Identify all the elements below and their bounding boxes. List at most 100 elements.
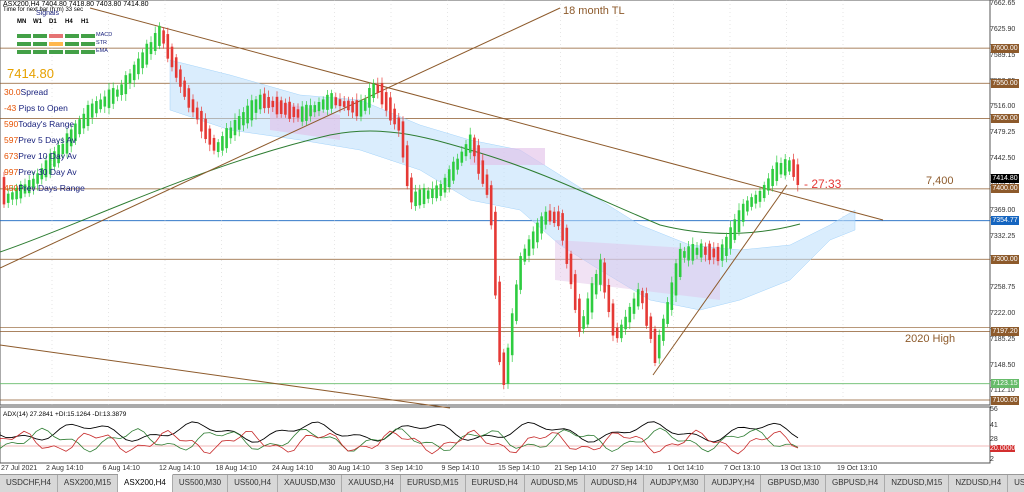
candle-body bbox=[200, 110, 203, 132]
candle-body bbox=[599, 259, 602, 285]
adx-label: ADX(14) 27.2841 +DI:15.1264 -DI:13.3879 bbox=[3, 411, 127, 418]
candle-body bbox=[32, 178, 35, 188]
candle-body bbox=[750, 197, 753, 207]
candle-body bbox=[44, 160, 48, 178]
candle-body bbox=[666, 302, 669, 324]
chart-tab[interactable]: XAUUSD,M30 bbox=[278, 475, 343, 492]
chart-tab[interactable]: ASX200,H4 bbox=[118, 474, 173, 492]
candle-body bbox=[237, 116, 241, 130]
chart-tab[interactable]: EURUSD,M15 bbox=[401, 475, 466, 492]
cloud-bear-segment-2 bbox=[470, 148, 545, 165]
signal-cell bbox=[49, 42, 63, 46]
candle-body bbox=[645, 293, 648, 326]
chart-tab[interactable]: AUDUSD,M5 bbox=[525, 475, 585, 492]
candle-body bbox=[473, 137, 476, 157]
chart-tab[interactable]: US500,M30 bbox=[173, 475, 229, 492]
date-axis-tick: 3 Sep 14:10 bbox=[385, 465, 423, 472]
candle-body bbox=[468, 134, 472, 153]
candle-body bbox=[426, 190, 430, 199]
candle-body bbox=[628, 306, 632, 323]
signal-str-label: STR bbox=[96, 40, 107, 46]
candle-body bbox=[292, 106, 296, 118]
price-box-label: 7600.00 bbox=[991, 43, 1019, 53]
chart-tab[interactable]: ASX200,M15 bbox=[58, 475, 119, 492]
candle-body bbox=[582, 316, 585, 329]
signal-cell bbox=[65, 42, 79, 46]
candle-body bbox=[443, 177, 447, 193]
candle-body bbox=[183, 80, 186, 97]
candle-body bbox=[775, 162, 779, 182]
chart-tab[interactable]: AUDJPY,H4 bbox=[705, 475, 762, 492]
date-axis-tick: 24 Aug 14:10 bbox=[272, 465, 314, 472]
chart-tab[interactable]: AUDUSD,H4 bbox=[585, 475, 645, 492]
chart-tab[interactable]: USDCHF,H4 bbox=[0, 475, 58, 492]
candle-body bbox=[746, 200, 749, 212]
chart-tab[interactable]: GBPUSD,H4 bbox=[826, 475, 886, 492]
chart-tab[interactable]: EURUSD,H4 bbox=[466, 475, 525, 492]
date-axis-tick: 30 Aug 14:10 bbox=[328, 465, 370, 472]
candle-body bbox=[762, 184, 766, 199]
date-axis-tick: 27 Jul 2021 bbox=[1, 465, 38, 472]
candle-body bbox=[27, 180, 31, 194]
signal-cell bbox=[33, 42, 47, 46]
candle-body bbox=[162, 30, 165, 44]
price-box-label: 7123.15 bbox=[991, 379, 1019, 389]
candle-body bbox=[699, 243, 703, 258]
candle-body bbox=[347, 100, 350, 111]
candle-body bbox=[82, 113, 86, 129]
price-axis-tick: 7405.75 bbox=[990, 181, 1015, 188]
candle-body bbox=[288, 101, 291, 119]
date-axis-tick: 15 Sep 14:10 bbox=[498, 465, 540, 472]
candle-body bbox=[95, 101, 98, 114]
price-axis-tick: 7148.50 bbox=[990, 361, 1016, 369]
price-axis-tick: 7589.15 bbox=[990, 51, 1016, 59]
date-axis-tick: 12 Aug 14:10 bbox=[159, 465, 201, 472]
chart-tab[interactable]: AUDJPY,M30 bbox=[644, 475, 706, 492]
candle-body bbox=[124, 75, 128, 95]
candle-body bbox=[216, 142, 220, 152]
candle-body bbox=[389, 97, 392, 121]
candle-body bbox=[527, 239, 531, 256]
chart-tab[interactable]: NZDUSD,H4 bbox=[949, 475, 1009, 492]
price-chart bbox=[0, 0, 991, 464]
chart-tab[interactable]: XAUUSD,H4 bbox=[342, 475, 401, 492]
candle-body bbox=[636, 289, 640, 307]
candle-body bbox=[86, 104, 90, 126]
date-axis-tick: 27 Sep 14:10 bbox=[611, 465, 653, 472]
candle-body bbox=[720, 244, 724, 261]
price-axis-tick: 7479.25 bbox=[990, 129, 1016, 137]
candle-body bbox=[741, 203, 745, 222]
stat-prev-30: 997Prev 30 Day Av bbox=[4, 167, 77, 177]
candle-body bbox=[485, 174, 489, 195]
candle-body bbox=[275, 96, 279, 115]
stat-prev-5: 597Prev 5 Days Av bbox=[4, 135, 77, 145]
chart-tab[interactable]: USD bbox=[1008, 475, 1024, 492]
signal-cell bbox=[81, 50, 95, 54]
chart-tab[interactable]: US500,H4 bbox=[228, 475, 279, 492]
candle-body bbox=[11, 192, 14, 200]
chart-tab[interactable]: GBPUSD,M30 bbox=[761, 475, 827, 492]
candle-body bbox=[544, 211, 548, 225]
candle-body bbox=[779, 162, 783, 175]
tf-w1: W1 bbox=[33, 19, 42, 25]
adx-axis-tick: 20.0000 bbox=[990, 445, 1016, 452]
candle-body bbox=[99, 99, 102, 110]
candle-body bbox=[410, 177, 413, 203]
candle-body bbox=[708, 243, 711, 261]
adx-axis-tick: 28 bbox=[990, 436, 998, 443]
trendline-lower bbox=[0, 344, 451, 409]
candle-body bbox=[674, 263, 678, 296]
candle-body bbox=[578, 298, 581, 332]
plus-di-line bbox=[0, 427, 799, 453]
candle-body bbox=[695, 247, 699, 255]
candle-body bbox=[704, 246, 707, 255]
price-box-label: 7100.00 bbox=[991, 395, 1019, 405]
chart-tab[interactable]: NZDUSD,M15 bbox=[885, 475, 950, 492]
candle-body bbox=[657, 334, 661, 359]
candle-body bbox=[116, 89, 119, 97]
candle-body bbox=[489, 185, 493, 226]
candle-body bbox=[338, 99, 342, 107]
trendline-descending bbox=[89, 7, 884, 221]
candle-body bbox=[456, 158, 459, 170]
